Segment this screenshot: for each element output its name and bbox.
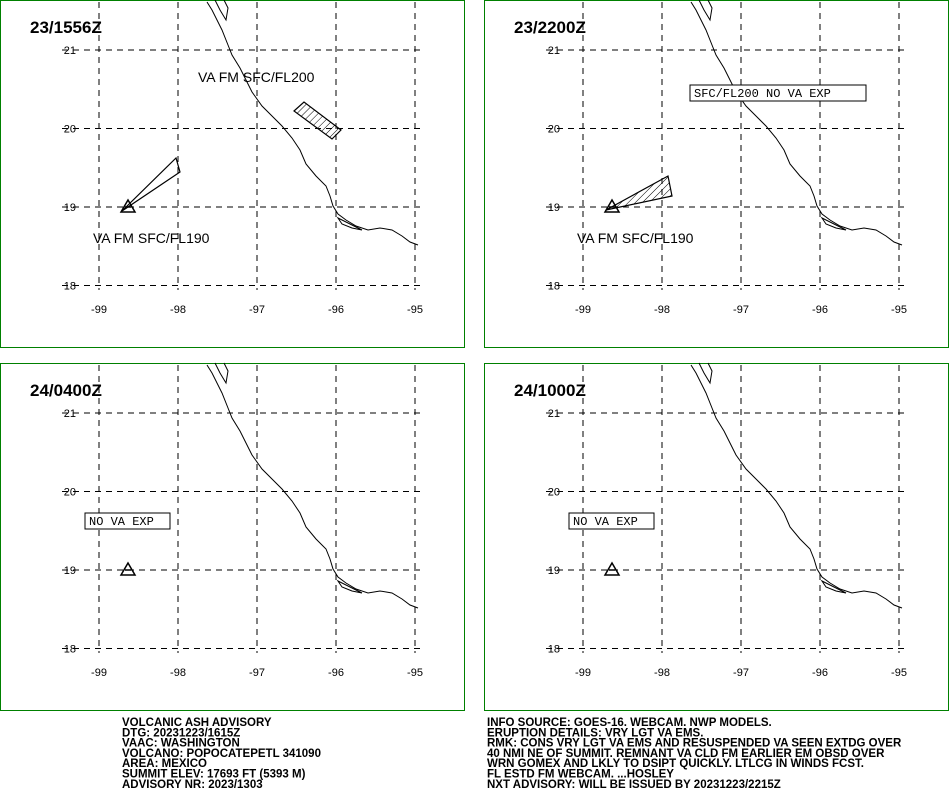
map-panel: -99 -98 -97 -96 -95 21 20 19 18 23/2200Z SFC/FL200… — [484, 0, 949, 348]
advisory-line: WRN GOMEX AND LKLY TO DSIPT QUICKLY. LTL… — [487, 758, 864, 770]
ash-area — [605, 175, 673, 211]
lon-tick-label: -98 — [170, 667, 186, 679]
coastline — [698, 362, 713, 385]
advisory-line: RMK: CONS VRY LGT VA EMS AND RESUSPENDED… — [487, 738, 902, 750]
advisory-line: DTG: 20231223/1615Z — [122, 727, 240, 739]
lon-tick-label: -95 — [407, 667, 423, 679]
lat-tick-label: 21 — [64, 45, 76, 57]
lat-tick-label: 21 — [548, 408, 560, 420]
lagoon — [820, 216, 847, 231]
annotation: VA FM SFC/FL190 — [93, 230, 210, 246]
advisory-line: ADVISORY NR: 2023/1303 — [122, 779, 263, 791]
valid-time: 23/2200Z — [514, 18, 586, 37]
advisory-line: VAAC: WASHINGTON — [122, 738, 240, 750]
advisory-line: VOLCANIC ASH ADVISORY — [122, 717, 272, 729]
lat-tick-label: 20 — [64, 124, 76, 136]
coastline — [690, 364, 903, 609]
advisory-line: VOLCANO: POPOCATEPETL 341090 — [122, 748, 321, 760]
lat-tick-label: 20 — [548, 124, 560, 136]
lon-tick-label: -97 — [249, 667, 265, 679]
advisory-line: 40 NMI NE OF SUMMIT. REMNANT VA CLD FM E… — [487, 748, 885, 760]
lagoon — [336, 216, 363, 231]
annotation: VA FM SFC/FL200 — [198, 69, 315, 85]
advisory-line: NXT ADVISORY: WILL BE ISSUED BY 20231223… — [487, 779, 781, 791]
panel-border — [484, 363, 949, 711]
lon-tick-label: -98 — [654, 667, 670, 679]
panel-border — [484, 0, 949, 348]
lon-tick-label: -95 — [407, 304, 423, 316]
lon-tick-label: -95 — [891, 667, 907, 679]
panel-border — [0, 0, 465, 348]
lat-tick-label: 18 — [548, 644, 560, 656]
lon-tick-label: -95 — [891, 304, 907, 316]
lat-tick-label: 18 — [64, 281, 76, 293]
lon-tick-label: -99 — [575, 667, 591, 679]
lat-tick-label: 21 — [548, 45, 560, 57]
lat-tick-label: 21 — [64, 408, 76, 420]
lon-tick-label: -96 — [812, 304, 828, 316]
coastline — [698, 0, 713, 22]
lon-tick-label: -96 — [812, 667, 828, 679]
panel-border — [0, 363, 465, 711]
lon-tick-label: -98 — [654, 304, 670, 316]
annotation: NO VA EXP — [89, 515, 154, 529]
annotation-box — [84, 512, 171, 530]
advisory-line: INFO SOURCE: GOES-16. WEBCAM. NWP MODELS… — [487, 717, 772, 729]
lon-tick-label: -97 — [733, 304, 749, 316]
lat-tick-label: 19 — [548, 202, 560, 214]
lat-tick-label: 20 — [548, 487, 560, 499]
lon-tick-label: -99 — [575, 304, 591, 316]
volcano-icon — [603, 561, 621, 576]
lat-tick-label: 18 — [548, 281, 560, 293]
lon-tick-label: -96 — [328, 304, 344, 316]
valid-time: 24/0400Z — [30, 381, 102, 400]
lagoon — [336, 579, 363, 594]
annotation-box — [568, 512, 655, 530]
lon-tick-label: -97 — [249, 304, 265, 316]
coastline — [690, 1, 903, 246]
lat-tick-label: 20 — [64, 487, 76, 499]
lat-tick-label: 18 — [64, 644, 76, 656]
annotation: VA FM SFC/FL190 — [577, 230, 694, 246]
coastline — [206, 364, 419, 609]
lat-tick-label: 19 — [64, 565, 76, 577]
map-panel: -99 -98 -97 -96 -95 21 20 19 18 24/0400Z NO VA EXP — [0, 362, 465, 711]
annotation-box — [689, 84, 867, 102]
map-panel: -99 -98 -97 -96 -95 21 20 19 18 24/1000Z NO VA EXP — [484, 362, 949, 711]
lon-tick-label: -98 — [170, 304, 186, 316]
annotation: SFC/FL200 NO VA EXP — [694, 87, 831, 101]
volcano-icon — [119, 561, 137, 576]
advisory-line: FL ESTD FM WEBCAM. ...HOSLEY — [487, 769, 674, 781]
ash-area — [293, 101, 342, 140]
lon-tick-label: -99 — [91, 304, 107, 316]
lon-tick-label: -97 — [733, 667, 749, 679]
advisory-line: ERUPTION DETAILS: VRY LGT VA EMS. — [487, 727, 703, 739]
lat-tick-label: 19 — [548, 565, 560, 577]
ash-area — [121, 156, 181, 212]
lon-tick-label: -96 — [328, 667, 344, 679]
lagoon — [820, 579, 847, 594]
coastline — [206, 1, 419, 246]
advisory-line: SUMMIT ELEV: 17693 FT (5393 M) — [122, 769, 306, 781]
lon-tick-label: -99 — [91, 667, 107, 679]
annotation: NO VA EXP — [573, 515, 638, 529]
coastline — [214, 0, 229, 22]
advisory-line: AREA: MEXICO — [122, 758, 207, 770]
coastline — [214, 362, 229, 385]
valid-time: 24/1000Z — [514, 381, 586, 400]
lat-tick-label: 19 — [64, 202, 76, 214]
valid-time: 23/1556Z — [30, 18, 102, 37]
map-panel: -99 -98 -97 -96 -95 21 20 19 18 23/1556Z VA FM SFC… — [0, 0, 465, 348]
